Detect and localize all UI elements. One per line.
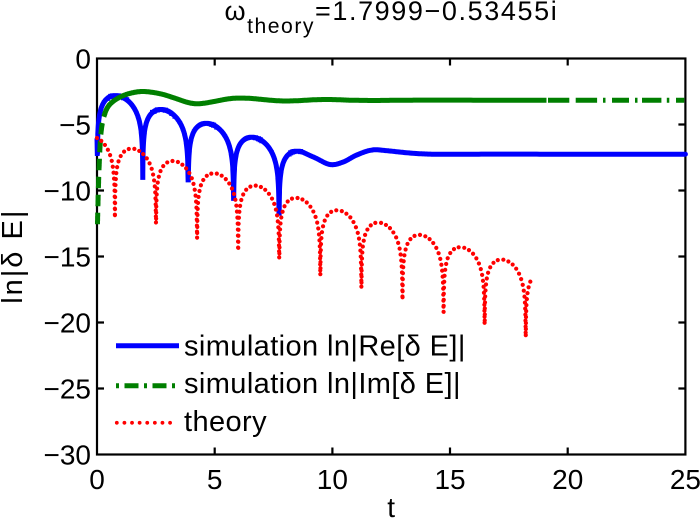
svg-text:−5: −5 bbox=[59, 110, 91, 141]
svg-text:simulation ln|Re[δ E]|: simulation ln|Re[δ E]| bbox=[184, 330, 466, 362]
svg-text:0: 0 bbox=[89, 464, 105, 495]
svg-text:theory: theory bbox=[184, 406, 267, 438]
svg-text:5: 5 bbox=[207, 464, 223, 495]
svg-text:−10: −10 bbox=[44, 176, 92, 207]
svg-text:20: 20 bbox=[552, 464, 583, 495]
svg-text:25: 25 bbox=[670, 464, 700, 495]
svg-text:−15: −15 bbox=[44, 242, 92, 273]
svg-text:−25: −25 bbox=[44, 374, 92, 405]
svg-text:10: 10 bbox=[317, 464, 348, 495]
svg-text:ln|δ E|: ln|δ E| bbox=[0, 209, 29, 304]
svg-text:−20: −20 bbox=[44, 308, 92, 339]
svg-text:t: t bbox=[387, 492, 395, 520]
svg-text:15: 15 bbox=[434, 464, 465, 495]
svg-text:0: 0 bbox=[75, 44, 91, 75]
svg-text:−30: −30 bbox=[44, 440, 92, 471]
svg-text:simulation ln|Im[δ E]|: simulation ln|Im[δ E]| bbox=[184, 368, 461, 400]
